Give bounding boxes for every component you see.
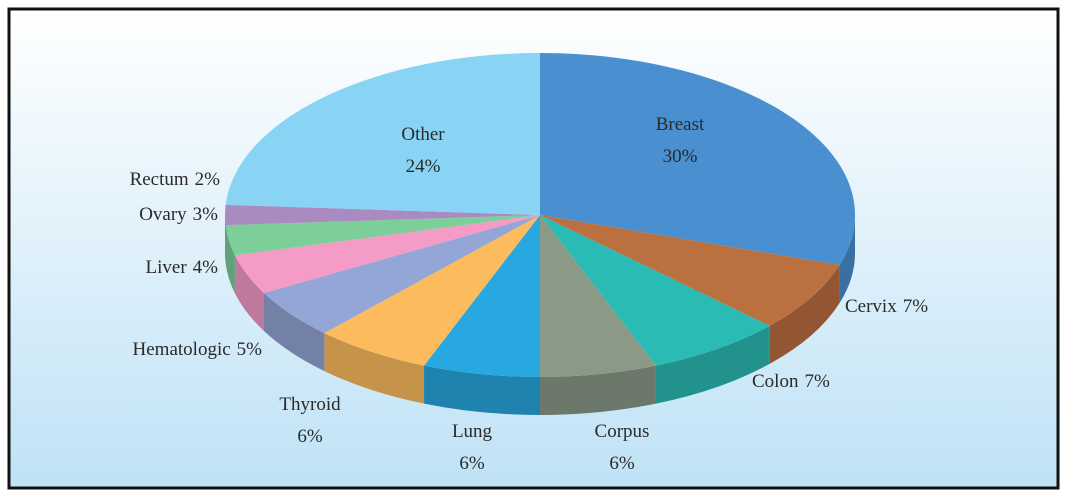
- value-label: 7%: [804, 371, 830, 392]
- slice-label: Thyroid: [279, 394, 341, 415]
- value-label: 4%: [193, 257, 219, 278]
- slice-label: Colon: [752, 371, 799, 392]
- slice-label: Cervix: [845, 296, 897, 317]
- value-label: 7%: [903, 296, 929, 317]
- value-label: 2%: [195, 169, 221, 190]
- slice: [540, 215, 656, 377]
- slice-label: Ovary: [139, 204, 187, 225]
- slice-label: Breast: [656, 114, 705, 135]
- value-label: 6%: [297, 426, 323, 447]
- slice-side: [540, 365, 656, 415]
- slice-side: [225, 215, 226, 264]
- slice-label-group: Cervix 7%: [845, 296, 928, 317]
- value-label: 6%: [459, 453, 485, 474]
- slice-label: Corpus: [595, 421, 650, 442]
- slice-side: [839, 215, 856, 304]
- slice: [225, 204, 540, 226]
- slice: [424, 215, 540, 377]
- slice: [540, 53, 856, 266]
- slice-label: Hematologic: [133, 339, 231, 360]
- slice-side: [424, 365, 540, 415]
- slice: [324, 215, 540, 366]
- value-label: 3%: [193, 204, 219, 225]
- slice-side: [263, 293, 325, 372]
- slice-label-group: Ovary 3%: [139, 204, 218, 225]
- value-label: 24%: [406, 156, 441, 177]
- slice-label-group: Colon 7%: [752, 371, 830, 392]
- slice-label-group: Hematologic 5%: [133, 339, 263, 360]
- slice-label: Other: [401, 124, 445, 145]
- slice-side: [769, 265, 840, 364]
- slice: [234, 215, 540, 294]
- slice-side: [225, 225, 235, 294]
- slice-label-group: Rectum 2%: [130, 169, 221, 190]
- slice-side: [655, 325, 770, 404]
- slice-side: [234, 255, 264, 332]
- slice: [225, 53, 540, 215]
- slice-label-group: Liver 4%: [146, 257, 219, 278]
- value-label: 5%: [237, 339, 263, 360]
- slice: [225, 215, 540, 256]
- slice-label: Lung: [452, 421, 493, 442]
- slice: [540, 215, 840, 326]
- slice-label: Rectum: [130, 169, 189, 190]
- slice-side: [324, 333, 425, 404]
- slice: [540, 215, 770, 366]
- value-label: 30%: [663, 146, 698, 167]
- slice-label: Liver: [146, 257, 188, 278]
- slice: [263, 215, 540, 334]
- value-label: 6%: [609, 453, 635, 474]
